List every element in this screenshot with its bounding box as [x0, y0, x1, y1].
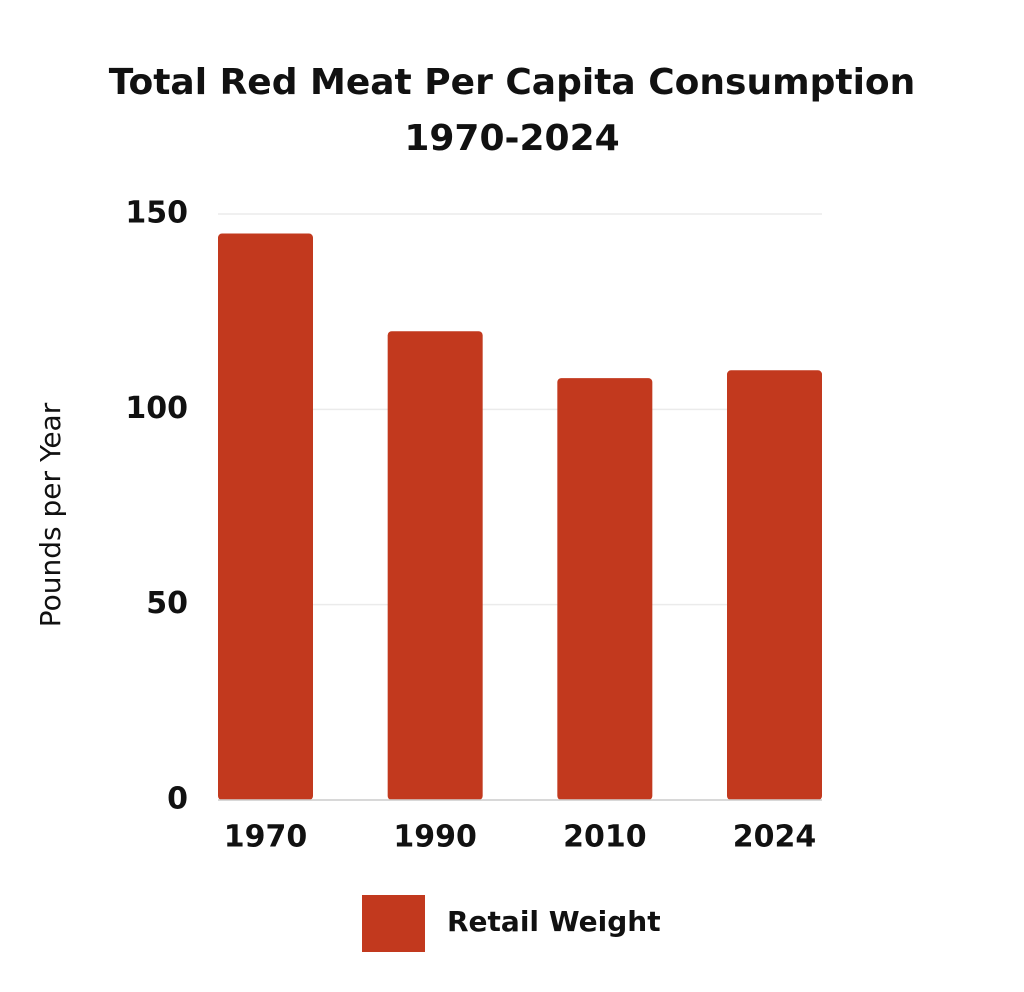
- bar: [727, 370, 822, 800]
- bar: [387, 331, 483, 800]
- x-tick-label: 2024: [733, 820, 817, 855]
- y-axis-label: Pounds per Year: [34, 402, 67, 627]
- y-tick-label: 100: [125, 391, 188, 426]
- x-tick-label: 1990: [393, 820, 477, 855]
- x-tick-label: 1970: [224, 820, 308, 855]
- y-tick-label: 150: [125, 196, 188, 231]
- legend-label: Retail Weight: [447, 905, 661, 938]
- bar: [557, 378, 653, 800]
- x-tick-label: 2010: [563, 820, 647, 855]
- y-tick-label: 0: [167, 782, 188, 817]
- chart-title: 1970-2024: [404, 118, 619, 159]
- legend-swatch: [362, 895, 425, 952]
- y-tick-label: 50: [146, 586, 188, 621]
- chart-title: Total Red Meat Per Capita Consumption: [109, 62, 916, 103]
- bar: [218, 233, 313, 801]
